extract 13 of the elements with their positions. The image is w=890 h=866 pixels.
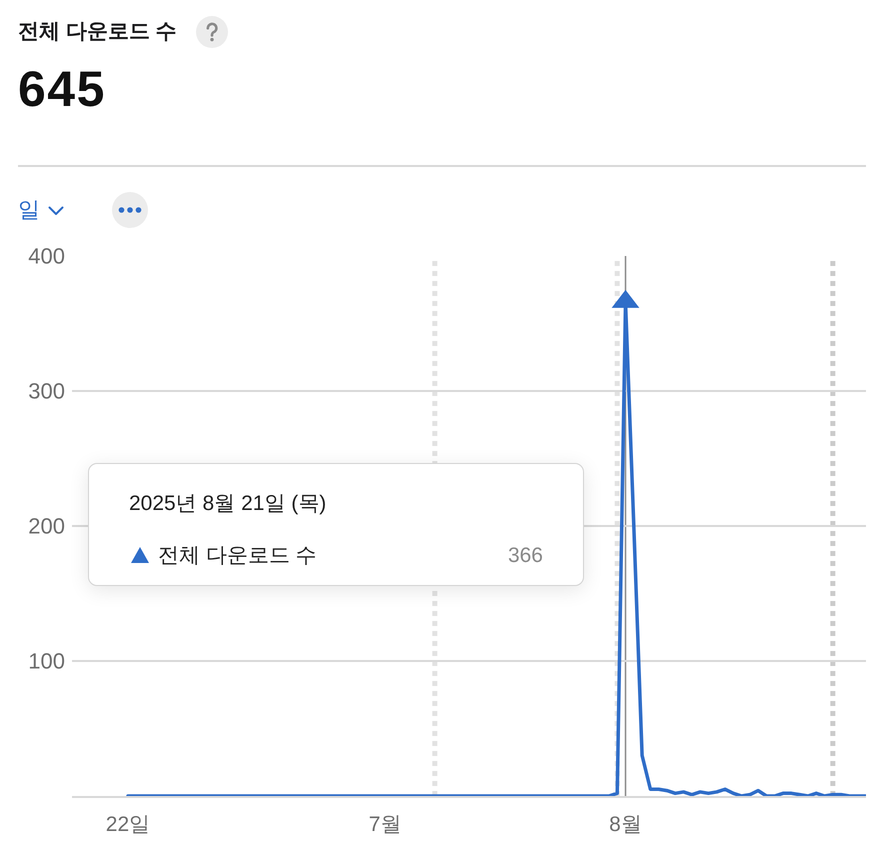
y-tick-label: 100 bbox=[28, 648, 65, 674]
text: 일 bbox=[18, 197, 40, 222]
y-tick-label: 200 bbox=[28, 514, 65, 539]
y-tick-label: 300 bbox=[28, 378, 65, 404]
chart-subtitle: 645 bbox=[18, 61, 106, 117]
x-tick-label: 7월 bbox=[368, 813, 402, 836]
chart-title: 전체 다운로드 수 bbox=[18, 20, 177, 44]
annotation: 2025년 8월 21일 (목) bbox=[129, 492, 326, 516]
y-tick-label: 400 bbox=[28, 244, 65, 269]
legend-label: 전체 다운로드 수 bbox=[158, 544, 317, 568]
annotation: 366 bbox=[508, 544, 543, 568]
x-tick-label: 8월 bbox=[609, 813, 642, 836]
x-tick-label: 22일 bbox=[106, 813, 150, 836]
